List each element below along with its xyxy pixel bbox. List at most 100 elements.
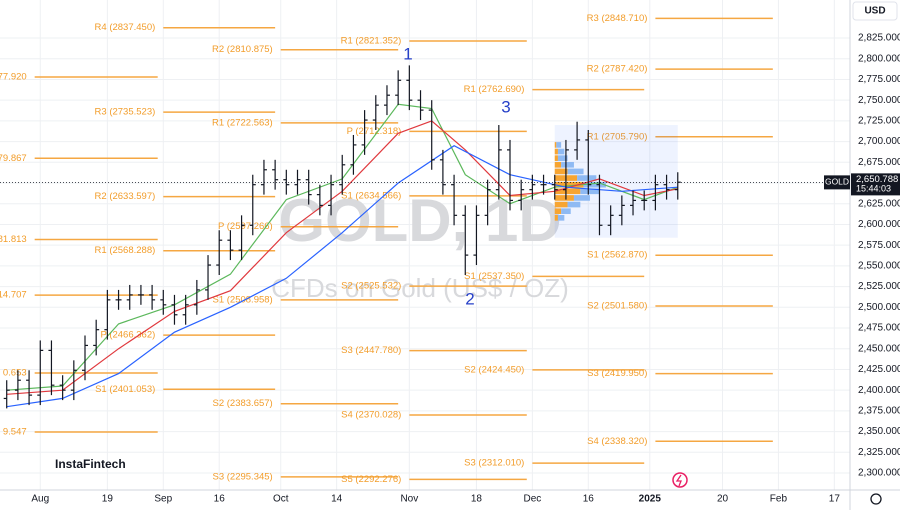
y-tick-label: 2,825.000	[858, 33, 900, 44]
pivot-label: 79.867	[0, 153, 27, 164]
x-tick-label: 14	[331, 494, 343, 505]
symbol-label: GOLD	[825, 177, 849, 187]
profile-down	[580, 188, 600, 195]
price-label: 2,650.788	[856, 174, 898, 185]
pivot-label: P (2466.362)	[101, 330, 156, 341]
y-tick-label: 2,475.000	[858, 323, 900, 334]
pivot-label: R3 (2735.523)	[95, 107, 156, 118]
pivot-label: R1 (2722.563)	[212, 117, 273, 128]
profile-up	[554, 201, 568, 208]
pivot-label: R1 (2705.790)	[587, 131, 648, 142]
pivot-label: S3 (2312.010)	[464, 458, 524, 469]
countdown-label: 15:44:03	[856, 184, 891, 194]
price-box	[851, 173, 900, 196]
alert-icon-bolt	[675, 474, 682, 487]
pivot-label: S3 (2447.780)	[341, 345, 401, 356]
y-tick-label: 2,625.000	[858, 198, 900, 209]
profile-down	[573, 195, 590, 201]
pivot-label: S4 (2370.028)	[341, 410, 401, 421]
pivot-label: 0.653	[3, 368, 27, 379]
x-tick-label: Nov	[400, 494, 418, 505]
x-tick-label: Dec	[523, 494, 541, 505]
pivot-label: R2 (2810.875)	[212, 44, 273, 55]
y-tick-label: 2,675.000	[858, 157, 900, 168]
y-tick-label: 2,325.000	[858, 447, 900, 458]
y-tick-label: 2,500.000	[858, 302, 900, 313]
watermark-subtitle: CFDs on Gold (US$ / OZ)	[271, 273, 569, 303]
wave-label: 1	[403, 44, 412, 63]
pivot-label: S1 (2537.350)	[464, 271, 524, 282]
currency-label: USD	[864, 6, 885, 17]
axis-layer: 2,300.000 2,325.000 2,350.000 2,375.000 2,40…	[31, 33, 900, 505]
y-tick-label: 2,375.000	[858, 406, 900, 417]
y-tick-label: 2,425.000	[858, 364, 900, 375]
profile-up	[554, 188, 581, 195]
pivot-label: P (2712.318)	[347, 126, 402, 137]
watermark: GOLD, 1D	[278, 187, 561, 254]
pivot-label: R1 (2762.690)	[464, 84, 525, 95]
logo: InstaFintech	[55, 457, 126, 471]
profile-up	[554, 208, 562, 215]
profile-down	[557, 215, 565, 221]
pivot-label: S2 (2383.657)	[213, 398, 273, 409]
pivot-label: 14.707	[0, 290, 27, 301]
profile-up	[554, 161, 562, 168]
profile-down	[567, 168, 584, 175]
wave-label: 3	[501, 97, 510, 116]
grid-layer	[0, 0, 850, 490]
x-tick-label: 20	[717, 494, 729, 505]
pivot-label: R2 (2787.420)	[587, 64, 648, 75]
profile-up	[554, 215, 558, 221]
y-tick-label: 2,575.000	[858, 240, 900, 251]
x-tick-label: 2025	[639, 494, 662, 505]
profile-up	[554, 181, 584, 188]
y-tick-label: 2,800.000	[858, 53, 900, 64]
profile-up	[554, 168, 568, 175]
pivot-label: R2 (2633.597)	[95, 191, 156, 202]
wave-label: 2	[465, 289, 474, 308]
pivot-label: 77.920	[0, 72, 27, 83]
profile-down	[583, 181, 606, 188]
pivot-label: 81.813	[0, 234, 27, 245]
profile-down	[561, 208, 571, 215]
pivot-label: S4 (2338.320)	[587, 436, 647, 447]
profile-down	[567, 201, 581, 208]
pivot-label: R1 (2568.288)	[95, 245, 156, 256]
y-tick-label: 2,775.000	[858, 74, 900, 85]
pivot-label: S2 (2424.450)	[464, 364, 524, 375]
profile-down	[577, 175, 597, 181]
price-axis-bg	[850, 0, 900, 510]
pivot-label: S1 (2508.958)	[213, 294, 273, 305]
pivot-label: S5 (2292.276)	[341, 474, 401, 485]
profile-down	[557, 148, 565, 155]
x-tick-label: 17	[829, 494, 841, 505]
pivot-label: S1 (2401.053)	[95, 384, 155, 395]
pivot-label: S2 (2525.532)	[341, 281, 401, 292]
profile-up	[554, 148, 558, 155]
profile-down	[556, 142, 562, 148]
x-tick-label: Sep	[154, 494, 172, 505]
pivot-label: S1 (2562.870)	[587, 250, 647, 261]
currency-button[interactable]	[852, 1, 898, 21]
y-tick-label: 2,750.000	[858, 95, 900, 106]
y-tick-label: 2,450.000	[858, 343, 900, 354]
profile-up	[554, 142, 557, 148]
y-tick-label: 2,525.000	[858, 281, 900, 292]
x-tick-label: Oct	[273, 494, 289, 505]
plot-layer: 77.920 79.867 81.813 14.707 0.653 9.547 R4 (28…	[0, 13, 850, 485]
y-tick-label: 2,400.000	[858, 385, 900, 396]
x-tick-label: Feb	[770, 494, 788, 505]
pivot-label: S3 (2295.345)	[213, 471, 273, 482]
profile-up	[554, 195, 574, 201]
pivot-label: S3 (2419.950)	[587, 368, 647, 379]
x-tick-label: Aug	[31, 494, 49, 505]
settings-button[interactable]	[870, 493, 882, 505]
pivot-label: R1 (2821.352)	[341, 36, 402, 47]
x-tick-label: 18	[471, 494, 483, 505]
profile-down	[561, 161, 574, 168]
y-tick-label: 2,550.000	[858, 261, 900, 272]
y-tick-label: 2,600.000	[858, 219, 900, 230]
y-tick-label: 2,725.000	[858, 116, 900, 127]
alert-icon[interactable]	[672, 472, 688, 488]
